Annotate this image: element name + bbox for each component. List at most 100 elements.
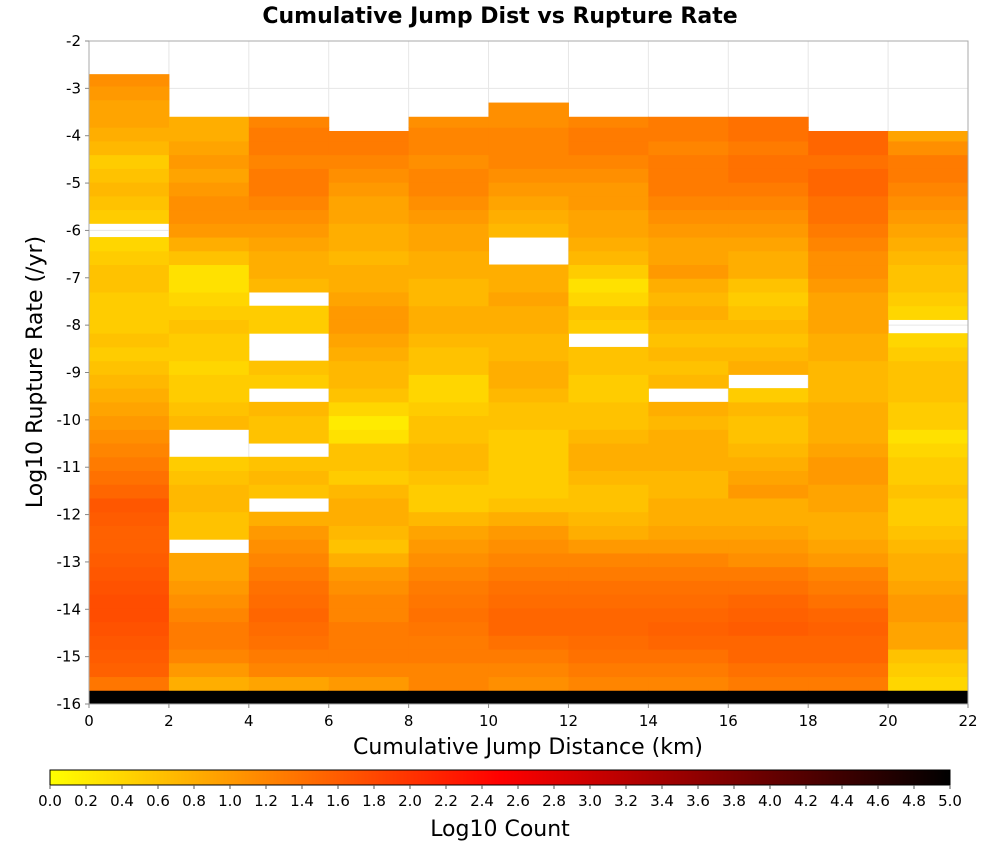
heatmap-cell	[728, 443, 809, 458]
heatmap-cell	[648, 484, 729, 499]
heatmap-cell	[89, 429, 170, 444]
heatmap-cell	[488, 511, 569, 526]
heatmap-cell	[408, 621, 490, 636]
heatmap-cell	[408, 443, 490, 458]
heatmap-cell	[808, 511, 889, 526]
y-tick-label: -15	[57, 648, 82, 666]
heatmap-cell	[648, 168, 729, 183]
heatmap-cell	[248, 690, 330, 705]
heatmap-cell	[248, 127, 330, 142]
y-tick-label: -9	[66, 364, 81, 382]
heatmap-cell	[168, 182, 250, 197]
heatmap-cell	[89, 415, 170, 430]
heatmap-cell	[328, 360, 410, 375]
heatmap-cell	[888, 635, 969, 650]
heatmap-cell	[888, 497, 969, 513]
heatmap-cell	[328, 237, 410, 252]
heatmap-cell	[808, 346, 889, 362]
heatmap-cell	[568, 649, 649, 664]
heatmap-cell	[728, 195, 809, 211]
heatmap-cell	[488, 539, 569, 554]
heatmap-cell	[568, 566, 649, 581]
heatmap-cell	[488, 470, 569, 485]
heatmap-cell	[168, 676, 250, 691]
heatmap-cell	[888, 511, 969, 526]
y-axis-ticks: -2 -3 -4 -5 -6 -7 -8 -9 -10 -11 -12 -13 -14 -15 -16	[57, 32, 89, 713]
heatmap-cell	[888, 415, 969, 430]
heatmap-cell	[808, 484, 889, 499]
heatmap-cell	[728, 168, 809, 183]
heatmap-cell	[808, 580, 889, 595]
x-tick-label: 6	[324, 712, 334, 730]
x-axis-ticks: 0 2 4 6 8 10 12 14 16 18 20 22	[84, 704, 978, 730]
heatmap-cell	[888, 237, 969, 252]
heatmap-cell	[728, 346, 809, 362]
heatmap-cell	[328, 511, 410, 526]
heatmap-cell	[488, 319, 569, 334]
heatmap-cell	[408, 374, 490, 389]
x-tick-label: 4	[244, 712, 254, 730]
heatmap-cell	[89, 195, 170, 211]
heatmap-cell	[728, 291, 809, 307]
heatmap-cell	[568, 607, 649, 623]
heatmap-cell	[89, 662, 170, 678]
heatmap-cell	[168, 223, 250, 238]
heatmap-cell	[648, 415, 729, 430]
x-axis-label: Cumulative Jump Distance (km)	[353, 735, 703, 760]
heatmap-cell	[328, 291, 410, 307]
heatmap-cell	[488, 662, 569, 678]
heatmap-cell	[648, 456, 729, 472]
heatmap-cell	[248, 154, 330, 169]
heatmap-cell	[488, 484, 569, 499]
heatmap-cell	[488, 649, 569, 664]
heatmap-cell	[248, 195, 330, 211]
heatmap-cell	[408, 607, 490, 623]
heatmap-cell	[89, 511, 170, 526]
heatmap-cell	[89, 690, 170, 705]
heatmap-cell	[168, 360, 250, 375]
heatmap-cell	[488, 415, 569, 430]
heatmap-cell	[328, 580, 410, 595]
heatmap-cell	[328, 649, 410, 664]
heatmap-cell	[488, 305, 569, 320]
heatmap-cell	[888, 443, 969, 458]
heatmap-cell	[488, 525, 569, 540]
heatmap-cell	[408, 511, 490, 526]
heatmap-cell	[328, 374, 410, 389]
heatmap-cell	[728, 525, 809, 540]
heatmap-cell	[328, 401, 410, 417]
heatmap-cell	[648, 182, 729, 197]
heatmap-cell	[808, 291, 889, 307]
heatmap-cell	[89, 401, 170, 417]
y-tick-label: -2	[66, 32, 81, 50]
heatmap-cell	[808, 223, 889, 238]
heatmap-cell	[248, 140, 330, 156]
heatmap-cell	[328, 209, 410, 224]
y-tick-label: -13	[57, 553, 82, 571]
heatmap-cell	[408, 470, 490, 485]
heatmap-cell	[568, 305, 649, 320]
heatmap-cell	[248, 662, 330, 678]
heatmap-cell	[808, 168, 889, 183]
heatmap-cell	[648, 649, 729, 664]
heatmap-cell	[488, 635, 569, 650]
heatmap-cell	[648, 539, 729, 554]
heatmap-cell	[568, 291, 649, 307]
heatmap-cell	[89, 566, 170, 581]
heatmap-cell	[888, 209, 969, 224]
heatmap-cell	[648, 401, 729, 417]
heatmap-cell	[248, 237, 330, 252]
heatmap-cell	[328, 621, 410, 636]
heatmap-cell	[808, 690, 889, 705]
heatmap-cell	[568, 621, 649, 636]
heatmap-cell	[248, 649, 330, 664]
heatmap-cell	[488, 429, 569, 444]
colorbar-tick-label: 1.8	[362, 792, 386, 810]
heatmap-cell	[728, 415, 809, 430]
heatmap-cell	[568, 250, 649, 266]
colorbar-tick-label: 0.8	[182, 792, 206, 810]
heatmap-cell	[648, 511, 729, 526]
heatmap-cell	[728, 209, 809, 224]
heatmap-cell	[408, 662, 490, 678]
heatmap-cell	[328, 264, 410, 279]
